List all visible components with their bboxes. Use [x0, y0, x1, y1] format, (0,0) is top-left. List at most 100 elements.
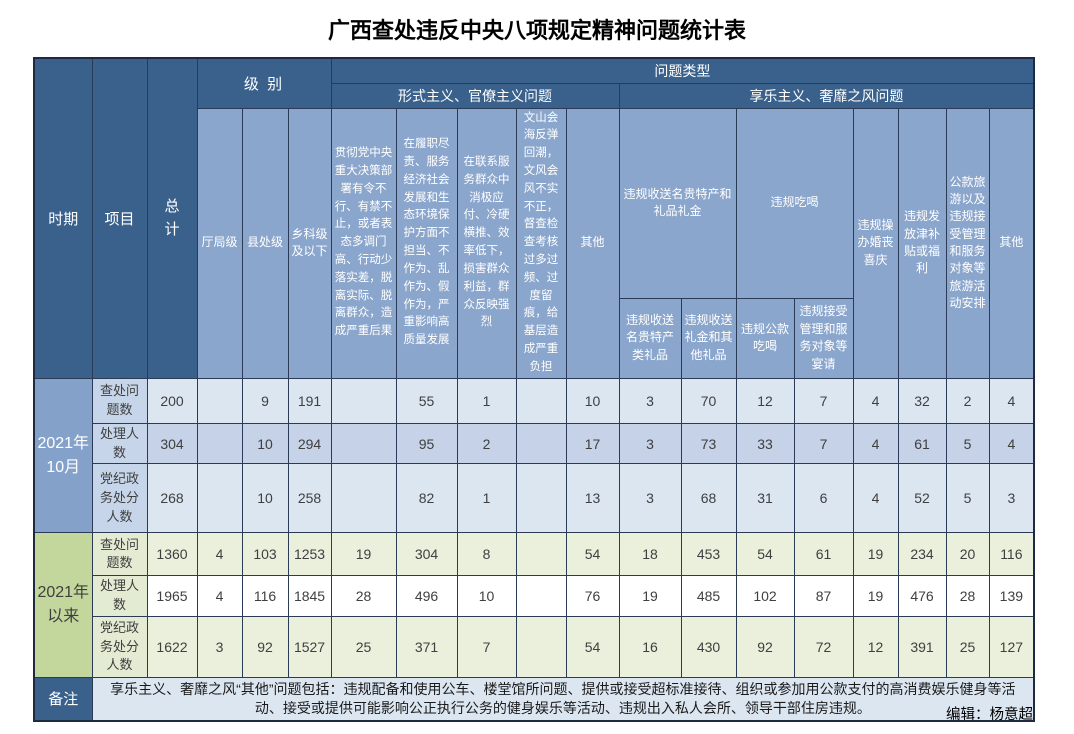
data-cell: 10 — [565, 377, 620, 424]
data-cell: 1527 — [287, 616, 332, 679]
data-cell — [330, 463, 397, 534]
data-cell: 12 — [852, 616, 899, 679]
data-cell: 19 — [852, 575, 899, 618]
data-cell: 33 — [735, 422, 795, 465]
data-cell: 54 — [565, 616, 620, 679]
data-cell: 430 — [680, 616, 737, 679]
data-cell: 4 — [852, 377, 899, 424]
data-cell: 103 — [241, 532, 289, 577]
data-cell: 52 — [897, 463, 947, 534]
data-cell: 3 — [618, 463, 682, 534]
data-cell: 4 — [988, 377, 1035, 424]
header-dining-banquets: 违规接受管理和服务对象等宴请 — [793, 297, 854, 379]
data-cell: 1845 — [287, 575, 332, 618]
table-row: 党纪政务处分人数 268 10 258 82 1 13 3 68 31 6 4 … — [34, 463, 1035, 534]
table-row: 2021年以来 查处问题数 1360 4 103 1253 19 304 8 5… — [33, 532, 1035, 679]
data-cell: 496 — [395, 575, 458, 618]
data-cell: 234 — [897, 532, 947, 577]
data-cell: 72 — [793, 616, 854, 679]
data-cell — [330, 422, 397, 465]
data-cell: 102 — [735, 575, 795, 618]
data-cell: 3 — [196, 616, 243, 679]
data-cell: 4 — [196, 575, 243, 618]
table-row: 备注 享乐主义、奢靡之风“其他”问题包括：违规配备和使用公车、楼堂馆所问题、提供… — [33, 677, 1035, 722]
data-cell: 19 — [852, 532, 899, 577]
data-cell: 54 — [735, 532, 795, 577]
table-row: 2021年10月 查处问题数 200 9 191 55 1 10 3 70 12… — [33, 377, 1035, 534]
header-formalism-col-4: 文山会海反弹回潮，文风会风不实不正，督查检查考核过多过频、过度留痕，给基层造成严… — [515, 107, 567, 379]
table-row: 党纪政务处分人数 1622 3 92 1527 25 371 7 54 16 4… — [34, 616, 1035, 679]
data-cell: 4 — [852, 463, 899, 534]
header-formalism-col-1: 贯彻党中央重大决策部署有令不行、有禁不止，或者表态多调门高、行动少落实差，脱离实… — [330, 107, 397, 379]
data-cell — [515, 422, 567, 465]
data-cell: 7 — [456, 616, 517, 679]
data-cell: 371 — [395, 616, 458, 679]
data-cell: 268 — [146, 463, 198, 534]
header-gifts-money: 违规收送礼金和其他礼品 — [680, 297, 737, 379]
row-label: 党纪政务处分人数 — [91, 616, 148, 679]
row-label: 党纪政务处分人数 — [91, 463, 148, 534]
data-cell: 116 — [988, 532, 1035, 577]
data-cell: 7 — [793, 377, 854, 424]
header-formalism-group: 形式主义、官僚主义问题 — [330, 82, 620, 109]
data-cell: 2 — [456, 422, 517, 465]
data-cell: 61 — [897, 422, 947, 465]
data-cell: 1 — [456, 377, 517, 424]
period-cell-october: 2021年10月 — [33, 377, 93, 534]
data-cell: 61 — [793, 532, 854, 577]
data-cell: 25 — [330, 616, 397, 679]
data-cell: 17 — [565, 422, 620, 465]
data-cell — [515, 532, 567, 577]
header-formalism-col-3: 在联系服务群众中消极应付、冷硬横推、效率低下，损害群众利益，群众反映强烈 — [456, 107, 517, 379]
data-cell: 3 — [988, 463, 1035, 534]
data-cell: 1253 — [287, 532, 332, 577]
data-cell — [515, 616, 567, 679]
data-cell: 18 — [618, 532, 682, 577]
statistics-table: 时期 项目 总计 级 别 问题类型 形式主义、官僚主义问题 享乐主义、奢靡之风问… — [33, 57, 1036, 722]
header-level-group: 级 别 — [196, 57, 332, 109]
header-dining-public-funds: 违规公款吃喝 — [735, 297, 795, 379]
data-cell: 73 — [680, 422, 737, 465]
editor-credit: 编辑：杨意超 — [946, 707, 1033, 723]
data-cell: 4 — [196, 532, 243, 577]
table-row: 处理人数 1965 4 116 1845 28 496 10 76 19 485… — [34, 575, 1035, 618]
data-cell: 5 — [945, 422, 990, 465]
data-cell: 68 — [680, 463, 737, 534]
data-cell: 10 — [241, 463, 289, 534]
data-cell: 476 — [897, 575, 947, 618]
data-cell: 55 — [395, 377, 458, 424]
data-cell: 5 — [945, 463, 990, 534]
data-cell: 10 — [241, 422, 289, 465]
data-cell: 8 — [456, 532, 517, 577]
data-cell: 9 — [241, 377, 289, 424]
data-cell: 4 — [852, 422, 899, 465]
data-cell — [515, 377, 567, 424]
data-cell: 28 — [945, 575, 990, 618]
data-cell: 3 — [618, 422, 682, 465]
remark-text: 享乐主义、奢靡之风“其他”问题包括：违规配备和使用公车、楼堂馆所问题、提供或接受… — [91, 677, 1035, 722]
data-cell: 28 — [330, 575, 397, 618]
data-cell — [196, 463, 243, 534]
data-cell: 116 — [241, 575, 289, 618]
data-cell: 92 — [241, 616, 289, 679]
page-title: 广西查处违反中央八项规定精神问题统计表 — [327, 18, 746, 43]
data-cell: 453 — [680, 532, 737, 577]
table-row: 处理人数 304 10 294 95 2 17 3 73 33 7 4 61 5… — [34, 422, 1035, 465]
data-cell: 1 — [456, 463, 517, 534]
data-cell: 87 — [793, 575, 854, 618]
data-cell — [515, 575, 567, 618]
header-dining-group: 违规吃喝 — [735, 107, 854, 299]
header-public-funded-travel: 公款旅游以及违规接受管理和服务对象等旅游活动安排 — [945, 107, 990, 379]
data-cell: 139 — [988, 575, 1035, 618]
data-cell: 19 — [330, 532, 397, 577]
data-cell: 191 — [287, 377, 332, 424]
header-level-xian: 县处级 — [241, 107, 289, 379]
data-cell: 76 — [565, 575, 620, 618]
data-cell: 4 — [988, 422, 1035, 465]
data-cell: 20 — [945, 532, 990, 577]
row-label: 查处问题数 — [91, 532, 148, 577]
data-cell: 32 — [897, 377, 947, 424]
header-period: 时期 — [33, 57, 93, 379]
header-problem-type-group: 问题类型 — [330, 57, 1035, 84]
data-cell: 95 — [395, 422, 458, 465]
